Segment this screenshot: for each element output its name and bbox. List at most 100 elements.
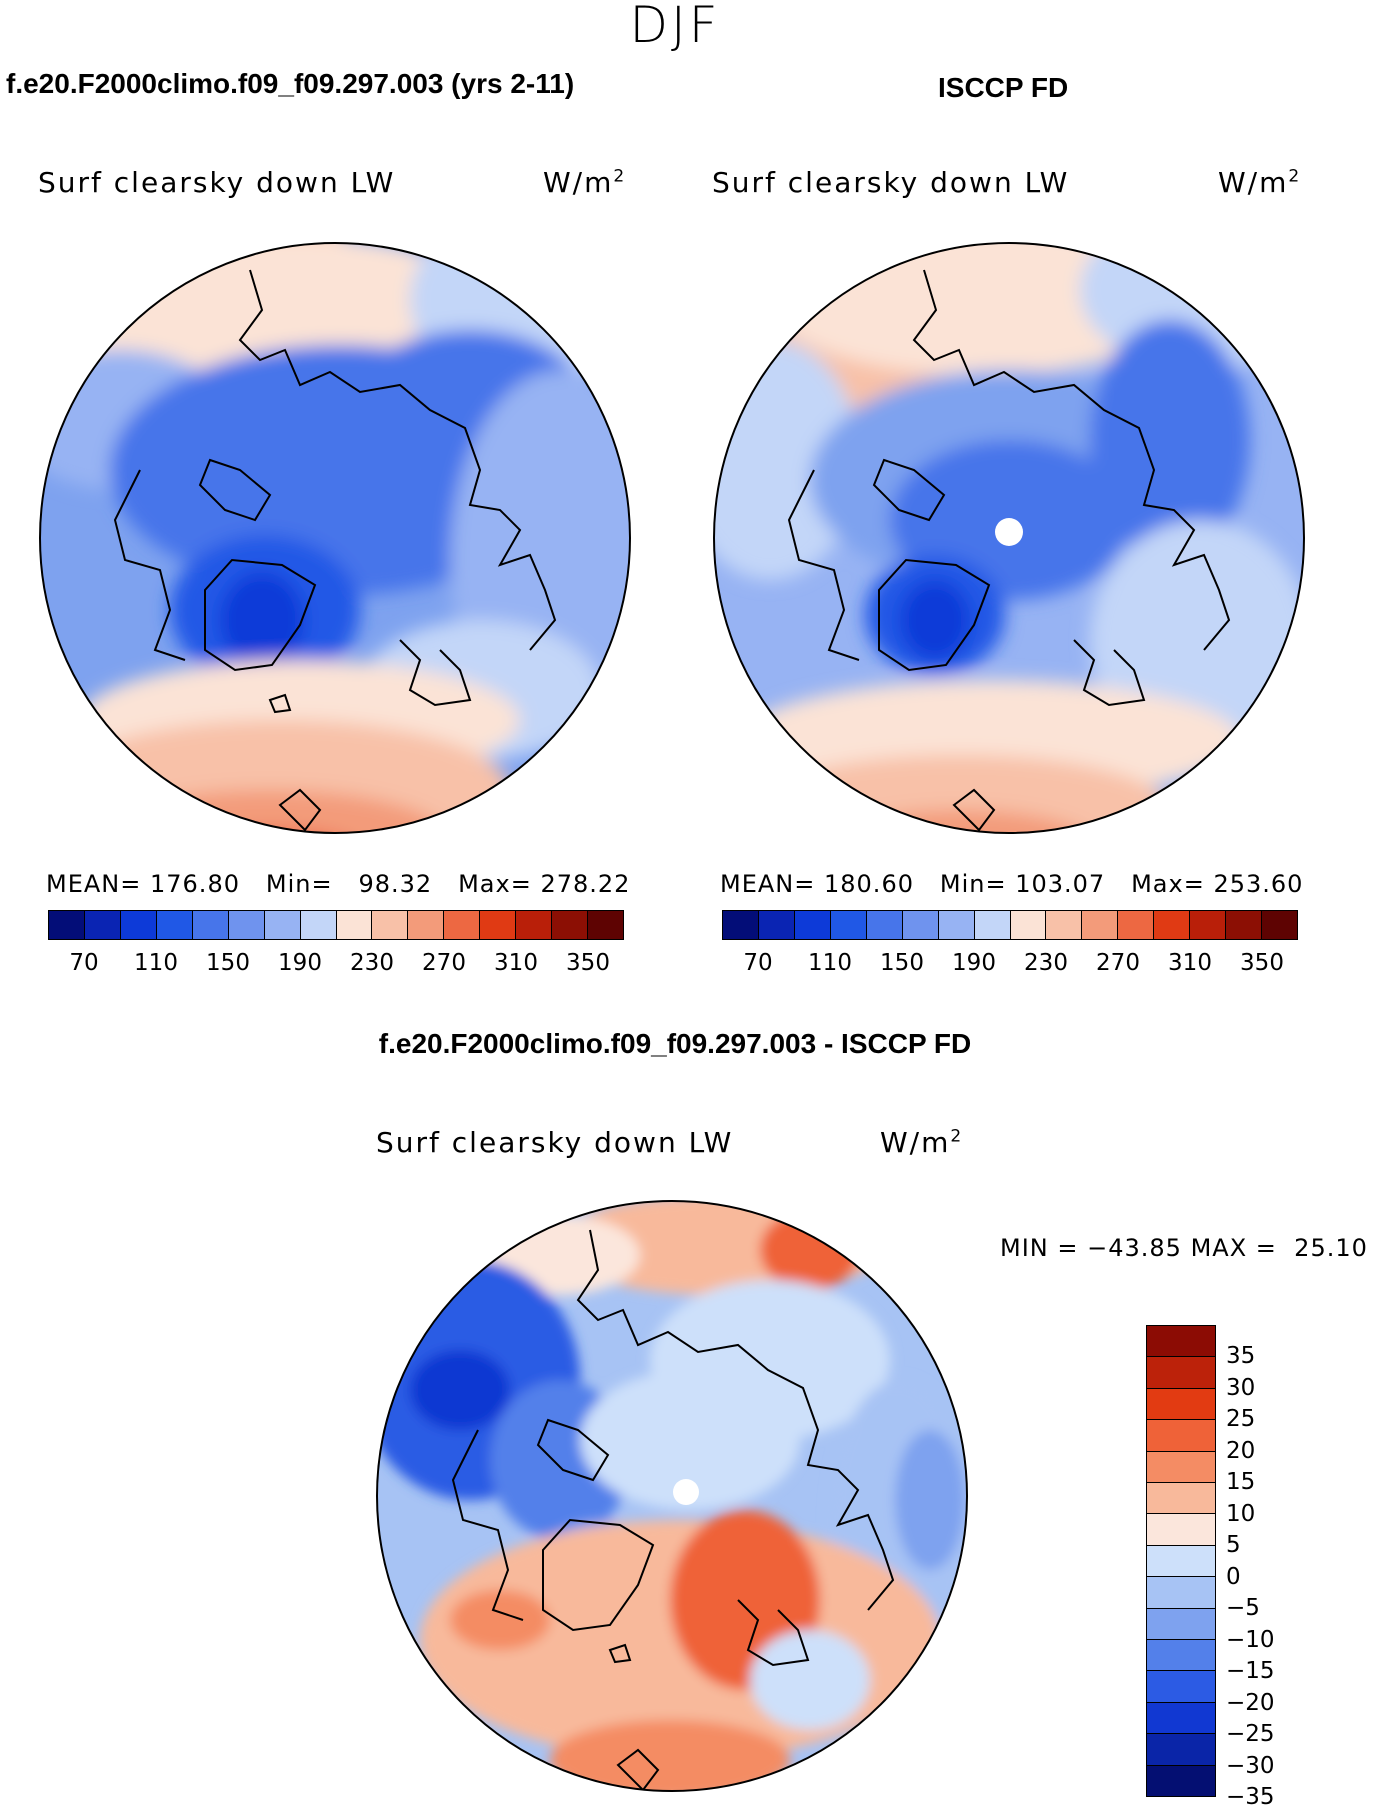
diff-colorbar-swatch-13 (1147, 1734, 1215, 1766)
model-colorbar-swatch-0 (49, 911, 85, 939)
obs-colorbar-tick-label: 230 (1024, 950, 1068, 976)
obs-colorbar-swatch-13 (1190, 911, 1227, 939)
diff-variable-label: Surf clearsky down LW (376, 1126, 734, 1159)
model-colorbar-tick-label: 190 (278, 950, 322, 976)
obs-units-label: W/m2 (1218, 166, 1302, 199)
region-greenland-core (900, 580, 970, 660)
region-eastern-cold (895, 1430, 965, 1570)
diff-colorbar-swatch-3 (1147, 1420, 1215, 1452)
obs-variable-label: Surf clearsky down LW (712, 166, 1070, 199)
diff-colorbar (1146, 1325, 1216, 1797)
obs-colorbar-swatch-12 (1154, 911, 1191, 939)
diff-colorbar-tick-label: 0 (1226, 1563, 1241, 1590)
model-colorbar (48, 910, 624, 940)
diff-colorbar-tick-label: −35 (1226, 1784, 1275, 1810)
model-colorbar-ticks: 70 110 150 190 230 270 310 350 (48, 950, 624, 980)
diff-colorbar-swatch-9 (1147, 1608, 1215, 1641)
model-colorbar-swatch-10 (408, 911, 445, 939)
model-colorbar-swatch-12 (480, 911, 517, 939)
model-variable-label: Surf clearsky down LW (38, 166, 396, 199)
diff-polar-hole (673, 1479, 699, 1505)
obs-colorbar-swatch-10 (1082, 911, 1119, 939)
obs-colorbar-swatch-2 (794, 911, 831, 939)
diff-colorbar-tick-label: −5 (1226, 1595, 1260, 1622)
diff-colorbar-swatch-0 (1147, 1326, 1215, 1358)
diff-units-label: W/m2 (880, 1126, 964, 1159)
diff-colorbar-tick-label: −30 (1226, 1752, 1275, 1779)
diff-colorbar-swatch-10 (1147, 1640, 1215, 1672)
diff-panel-title: f.e20.F2000climo.f09_f09.297.003 - ISCCP… (378, 1028, 972, 1059)
diff-stats: MIN = −43.85 MAX = 25.10 (1000, 1234, 1368, 1262)
obs-panel-title: ISCCP FD (938, 72, 1069, 103)
model-colorbar-tick-label: 310 (494, 950, 538, 976)
model-stats: MEAN= 176.80 Min= 98.32 Max= 278.22 (46, 870, 631, 898)
diff-colorbar-swatch-4 (1147, 1451, 1215, 1484)
model-colorbar-swatch-3 (156, 911, 193, 939)
model-colorbar-tick-label: 70 (69, 950, 99, 976)
model-colorbar-swatch-15 (588, 911, 623, 939)
region-siberia-light (650, 1280, 890, 1440)
obs-map-border (713, 242, 1305, 834)
region-siberia-cold (1090, 320, 1250, 560)
diff-colorbar-swatch-5 (1147, 1483, 1215, 1515)
diff-colorbar-swatch-6 (1147, 1514, 1215, 1546)
diff-colorbar-tick-label: 10 (1226, 1500, 1256, 1527)
diff-colorbar-tick-label: −10 (1226, 1626, 1275, 1653)
diff-colorbar-ticks: 35 30 25 20 15 10 5 0 −5 −10 −15 −20 −25 −30 −35 (1226, 1325, 1286, 1810)
obs-colorbar-tick-label: 190 (952, 950, 996, 976)
diff-map-border (376, 1200, 968, 1792)
diff-colorbar-swatch-12 (1147, 1702, 1215, 1735)
obs-polar-hole (995, 518, 1023, 546)
obs-colorbar-swatch-6 (938, 911, 975, 939)
season-title: DJF (629, 0, 721, 54)
diff-colorbar-swatch-1 (1147, 1357, 1215, 1389)
model-colorbar-swatch-5 (228, 911, 265, 939)
obs-colorbar-swatch-14 (1226, 911, 1263, 939)
region-europe-warm (550, 1720, 790, 1791)
model-coastlines (113, 269, 557, 832)
obs-colorbar-swatch-15 (1262, 911, 1297, 939)
obs-colorbar-swatch-3 (830, 911, 867, 939)
region-scandinavia-light (750, 1630, 870, 1730)
region-greenland-core (220, 572, 304, 668)
diff-colorbar-swatch-2 (1147, 1388, 1215, 1421)
model-colorbar-tick-label: 270 (422, 950, 466, 976)
region-labrador-hot (450, 1590, 550, 1650)
obs-colorbar-ticks: 70 110 150 190 230 270 310 350 (722, 950, 1298, 980)
model-colorbar-tick-label: 230 (350, 950, 394, 976)
obs-colorbar (722, 910, 1298, 940)
diff-colorbar-tick-label: −25 (1226, 1721, 1275, 1748)
obs-colorbar-swatch-8 (1010, 911, 1047, 939)
model-colorbar-swatch-7 (300, 911, 337, 939)
diff-colorbar-tick-label: 5 (1226, 1532, 1241, 1559)
obs-colorbar-tick-label: 150 (880, 950, 924, 976)
model-colorbar-swatch-9 (372, 911, 409, 939)
model-colorbar-swatch-6 (264, 911, 301, 939)
model-colorbar-swatch-1 (84, 911, 121, 939)
model-colorbar-swatch-13 (516, 911, 553, 939)
obs-stats: MEAN= 180.60 Min= 103.07 Max= 253.60 (720, 870, 1304, 898)
obs-colorbar-swatch-11 (1118, 911, 1155, 939)
model-colorbar-swatch-2 (120, 911, 157, 939)
obs-colorbar-swatch-1 (758, 911, 795, 939)
diff-colorbar-tick-label: 35 (1226, 1343, 1256, 1370)
diff-colorbar-swatch-7 (1147, 1545, 1215, 1578)
obs-colorbar-tick-label: 350 (1240, 950, 1284, 976)
diff-coastlines (451, 1229, 895, 1791)
model-colorbar-tick-label: 110 (134, 950, 178, 976)
obs-colorbar-tick-label: 110 (808, 950, 852, 976)
region-canada-core (410, 1350, 510, 1430)
model-colorbar-swatch-4 (192, 911, 229, 939)
diff-colorbar-swatch-14 (1147, 1765, 1215, 1797)
obs-colorbar-tick-label: 70 (743, 950, 773, 976)
obs-colorbar-swatch-4 (866, 911, 903, 939)
diff-colorbar-swatch-11 (1147, 1671, 1215, 1703)
diff-colorbar-tick-label: 15 (1226, 1469, 1256, 1496)
obs-colorbar-tick-label: 310 (1168, 950, 1212, 976)
model-panel-title: f.e20.F2000climo.f09_f09.297.003 (yrs 2-… (6, 68, 575, 99)
model-colorbar-swatch-14 (552, 911, 589, 939)
model-colorbar-tick-label: 350 (566, 950, 610, 976)
